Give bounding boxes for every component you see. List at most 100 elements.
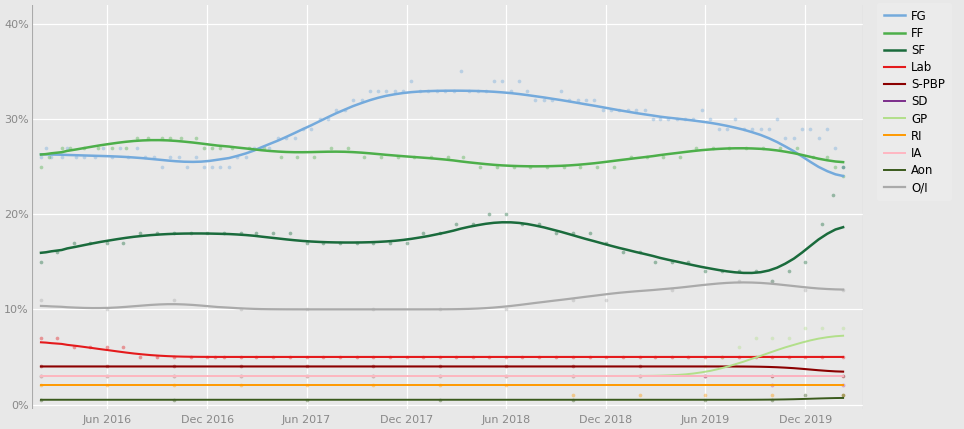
Point	[511, 78, 526, 85]
Point	[590, 163, 605, 170]
Point	[216, 230, 231, 237]
Point	[764, 278, 780, 284]
Point	[99, 306, 115, 313]
Point	[781, 335, 796, 341]
Point	[515, 221, 530, 227]
Point	[345, 97, 361, 103]
Point	[764, 335, 780, 341]
Point	[212, 144, 228, 151]
SD	[94, 373, 106, 378]
Point	[632, 372, 648, 379]
Point	[719, 125, 735, 132]
FF	[662, 151, 674, 157]
Legend: FG, FF, SF, Lab, S-PBP, SD, GP, RI, IA, Aon, O/I: FG, FF, SF, Lab, S-PBP, SD, GP, RI, IA, …	[877, 3, 952, 201]
Point	[645, 116, 660, 123]
Point	[247, 144, 262, 151]
Point	[797, 325, 813, 332]
Line: FG: FG	[41, 91, 844, 176]
Point	[323, 144, 338, 151]
Point	[299, 382, 314, 389]
Point	[433, 230, 448, 237]
Point	[632, 372, 648, 379]
FG	[655, 114, 666, 119]
Point	[764, 392, 780, 399]
Point	[221, 163, 236, 170]
Point	[764, 372, 780, 379]
SF	[78, 242, 90, 248]
Aon	[539, 397, 550, 402]
Point	[744, 125, 760, 132]
Point	[99, 363, 115, 370]
Aon	[94, 397, 106, 402]
FG	[36, 152, 47, 157]
Lab	[838, 354, 849, 360]
Point	[99, 372, 115, 379]
Point	[188, 135, 203, 142]
Point	[448, 353, 464, 360]
Point	[154, 163, 170, 170]
Point	[43, 154, 59, 160]
Point	[469, 87, 485, 94]
Lab	[94, 347, 106, 352]
Point	[433, 396, 448, 403]
SD	[36, 373, 47, 378]
Point	[166, 396, 181, 403]
Point	[465, 221, 480, 227]
Point	[399, 353, 415, 360]
FG	[547, 96, 558, 101]
SF	[496, 220, 508, 225]
O/I	[655, 287, 666, 292]
Point	[664, 258, 680, 265]
Point	[99, 382, 115, 389]
Point	[794, 125, 810, 132]
Point	[233, 372, 249, 379]
Point	[233, 353, 249, 360]
Point	[736, 125, 751, 132]
Point	[299, 372, 314, 379]
Point	[365, 239, 381, 246]
Point	[233, 372, 249, 379]
Point	[99, 239, 115, 246]
Point	[815, 221, 830, 227]
Point	[481, 353, 496, 360]
FG	[78, 153, 90, 158]
Point	[698, 372, 713, 379]
Point	[797, 353, 813, 360]
Point	[587, 97, 602, 103]
FF	[154, 138, 166, 143]
Point	[787, 135, 802, 142]
Point	[694, 106, 710, 113]
Point	[498, 382, 514, 389]
Point	[748, 268, 763, 275]
Point	[764, 382, 780, 389]
Point	[498, 372, 514, 379]
Point	[271, 135, 286, 142]
Point	[565, 396, 580, 403]
RI	[647, 383, 658, 388]
Point	[249, 230, 264, 237]
Point	[212, 163, 228, 170]
Point	[295, 125, 310, 132]
FF	[78, 145, 90, 151]
RI	[539, 383, 550, 388]
Point	[54, 144, 69, 151]
Point	[433, 372, 448, 379]
RI	[838, 383, 849, 388]
Point	[706, 144, 721, 151]
Point	[171, 154, 186, 160]
Point	[815, 353, 830, 360]
Point	[166, 372, 181, 379]
Point	[565, 392, 580, 399]
Point	[698, 392, 713, 399]
Point	[453, 68, 469, 75]
Point	[63, 144, 78, 151]
Point	[565, 230, 580, 237]
Point	[545, 97, 560, 103]
Point	[478, 87, 494, 94]
Point	[570, 97, 585, 103]
Point	[390, 154, 406, 160]
Point	[299, 239, 314, 246]
Point	[60, 144, 75, 151]
Point	[83, 239, 98, 246]
Point	[279, 135, 294, 142]
